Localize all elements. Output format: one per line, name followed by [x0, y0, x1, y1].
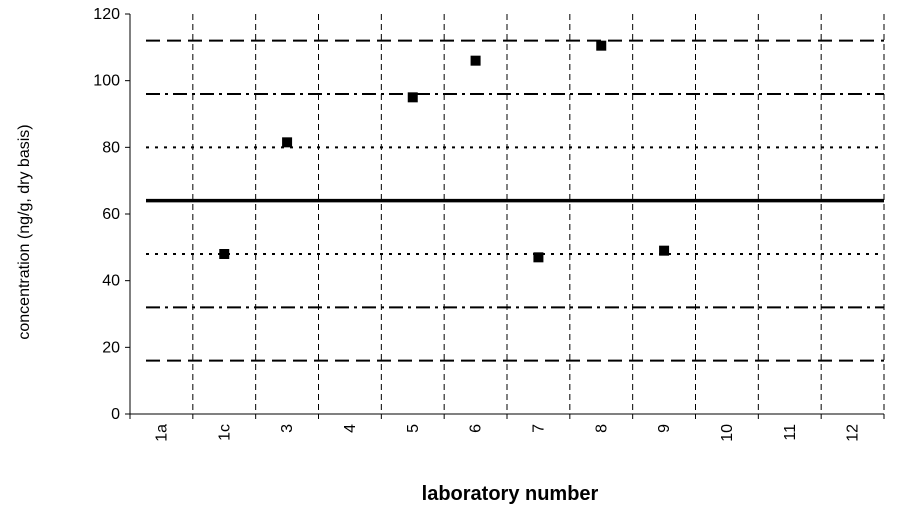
x-tick-label: 9: [656, 424, 673, 433]
x-tick-label: 10: [719, 424, 736, 442]
data-point: [659, 245, 670, 256]
y-tick-label: 80: [102, 139, 120, 156]
x-tick-label: 4: [342, 424, 359, 433]
y-tick-label: 60: [102, 206, 120, 223]
x-tick-label: 5: [405, 424, 422, 433]
data-point: [282, 137, 293, 148]
y-tick-label: 40: [102, 273, 120, 290]
data-point: [596, 40, 607, 51]
x-tick-label: 1a: [153, 424, 170, 442]
y-tick-label: 20: [102, 339, 120, 356]
data-point: [470, 55, 481, 66]
data-point: [219, 249, 230, 259]
y-tick-label: 100: [93, 73, 120, 90]
x-tick-label: 7: [530, 424, 547, 433]
y-tick-label: 0: [111, 406, 120, 423]
x-tick-label: 6: [468, 424, 485, 433]
x-tick-label: 11: [782, 424, 799, 441]
y-axis-title: concentration (ng/g, dry basis): [16, 124, 33, 339]
tick-labels: 0 20 40 60 80 100 120 1a 1c 3 4 5 6 7 8 9 10 11 12: [93, 6, 861, 442]
x-tick-label: 8: [593, 424, 610, 433]
data-point: [533, 252, 544, 263]
data-point: [407, 92, 418, 103]
axes: [125, 13, 885, 419]
vertical-gridlines: [192, 14, 885, 414]
x-tick-label: 1c: [216, 424, 233, 441]
x-tick-label: 3: [279, 424, 296, 433]
y-tick-label: 120: [93, 6, 120, 23]
x-axis-title: laboratory number: [422, 483, 599, 505]
x-tick-label: 12: [845, 424, 862, 442]
reference-lines: [146, 39, 884, 362]
data-points: [219, 40, 670, 263]
